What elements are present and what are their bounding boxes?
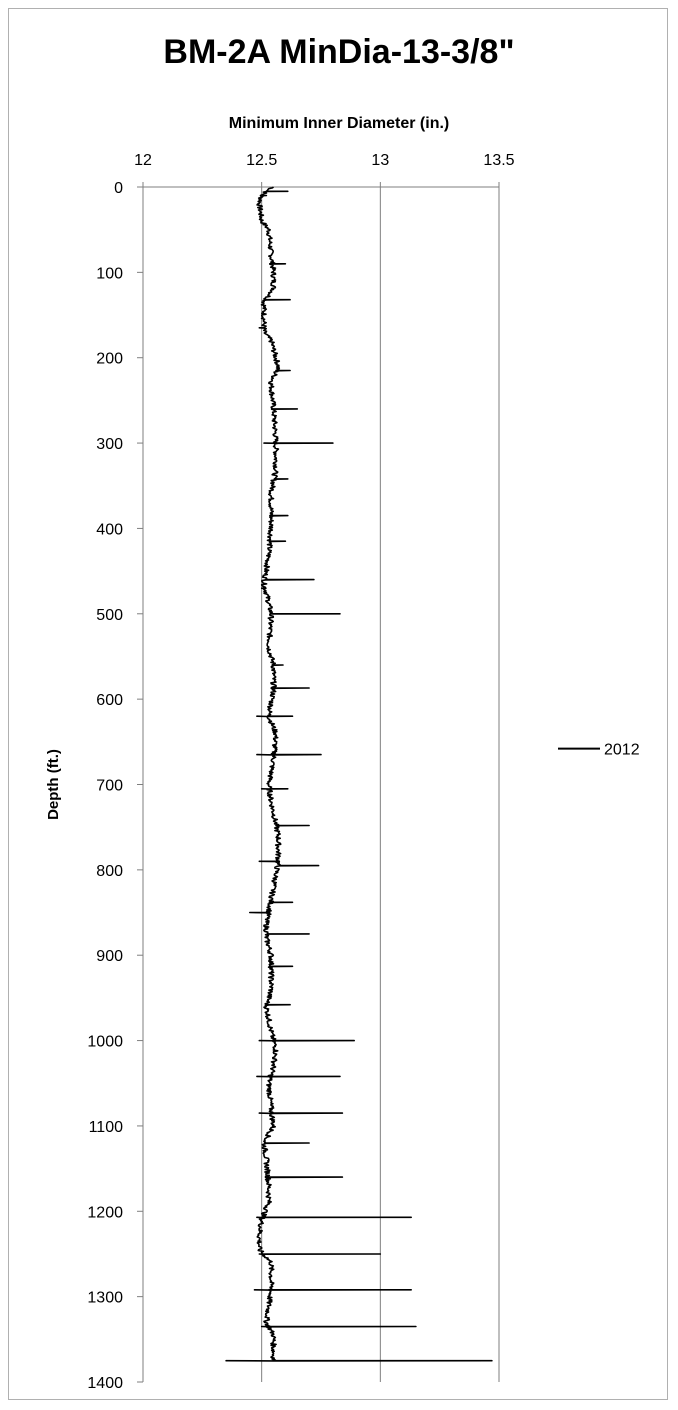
x-tick-label: 13 <box>371 152 389 169</box>
x-tick-label: 13.5 <box>483 152 514 169</box>
y-tick-label: 100 <box>96 265 123 282</box>
y-tick-label: 1000 <box>87 1034 123 1051</box>
y-tick-label: 1300 <box>87 1290 123 1307</box>
y-tick-label: 900 <box>96 948 123 965</box>
y-tick-label: 1200 <box>87 1204 123 1221</box>
y-axis-label: Depth (ft.) <box>45 749 62 820</box>
y-tick-label: 800 <box>96 863 123 880</box>
y-tick-label: 200 <box>96 351 123 368</box>
y-tick-label: 0 <box>114 180 123 197</box>
x-tick-label: 12.5 <box>246 152 277 169</box>
x-tick-label: 12 <box>134 152 152 169</box>
y-tick-label: 700 <box>96 778 123 795</box>
y-tick-label: 1100 <box>89 1119 124 1136</box>
y-tick-label: 400 <box>96 521 123 538</box>
series-2012-line <box>226 187 492 1361</box>
y-tick-label: 600 <box>96 692 123 709</box>
y-tick-label: 500 <box>96 607 123 624</box>
y-tick-label: 1400 <box>87 1375 123 1392</box>
legend-label-2012: 2012 <box>604 742 640 759</box>
y-tick-label: 300 <box>96 436 123 453</box>
